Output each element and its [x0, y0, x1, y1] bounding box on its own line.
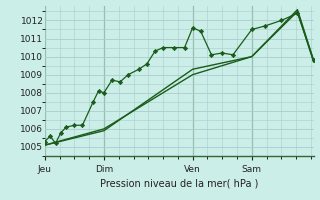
- X-axis label: Pression niveau de la mer( hPa ): Pression niveau de la mer( hPa ): [100, 178, 258, 188]
